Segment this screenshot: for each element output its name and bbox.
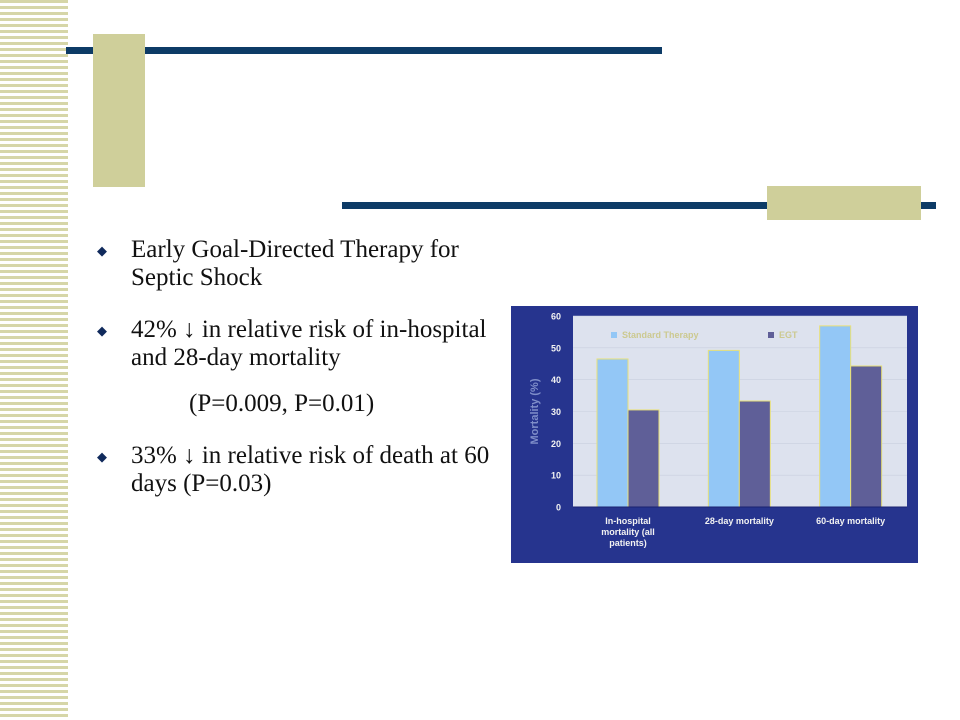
bullet-list: ◆ Early Goal-Directed Therapy for Septic… <box>95 236 495 522</box>
bar-egt <box>850 365 883 508</box>
bullet-item-relative-risk-28day: ◆ 42% ↓ in relative risk of in-hospital … <box>95 316 495 418</box>
y-tick-label: 40 <box>551 375 561 385</box>
bullet-subtext-pvalues: (P=0.009, P=0.01) <box>189 390 375 417</box>
legend-label: Standard Therapy <box>622 330 699 340</box>
bullet-item-egdt: ◆ Early Goal-Directed Therapy for Septic… <box>95 236 495 292</box>
right-accent-block <box>767 186 921 220</box>
legend-swatch <box>611 332 617 338</box>
bullet-text: 33% ↓ in relative risk of death at 60 da… <box>131 442 490 497</box>
diamond-bullet-icon: ◆ <box>97 243 107 258</box>
y-tick-label: 30 <box>551 407 561 417</box>
x-tick-label: patients) <box>609 538 647 548</box>
bar-standard-therapy <box>819 325 852 508</box>
bar-egt <box>738 400 771 508</box>
left-accent-block <box>93 34 145 187</box>
diamond-bullet-icon: ◆ <box>97 449 107 464</box>
striped-sidebar-decoration <box>0 0 68 720</box>
top-accent-rule <box>66 47 662 54</box>
bar-egt <box>627 409 660 508</box>
legend-label: EGT <box>779 330 798 340</box>
legend-swatch <box>768 332 774 338</box>
x-tick-label: In-hospital <box>605 516 651 526</box>
mortality-chart: 0 10 20 30 40 50 60 Mortality (%) In-hospital mor… <box>511 306 918 563</box>
bullet-text: 42% ↓ in relative risk of in-hospital an… <box>131 316 487 371</box>
y-axis-label: Mortality (%) <box>529 378 541 444</box>
bullet-text: Early Goal-Directed Therapy for Septic S… <box>131 236 459 291</box>
y-tick-label: 20 <box>551 439 561 449</box>
x-tick-label: mortality (all <box>601 527 655 537</box>
x-tick-label: 28-day mortality <box>705 516 774 526</box>
mortality-bar-chart: 0 10 20 30 40 50 60 Mortality (%) In-hospitalmor… <box>511 306 918 563</box>
bar-standard-therapy <box>596 358 629 508</box>
y-tick-label: 50 <box>551 343 561 353</box>
bullet-item-relative-risk-60day: ◆ 33% ↓ in relative risk of death at 60 … <box>95 442 495 498</box>
x-tick-label: 60-day mortality <box>816 516 885 526</box>
middle-accent-rule <box>342 202 936 209</box>
y-tick-label: 60 <box>551 312 561 322</box>
bar-standard-therapy <box>707 349 740 508</box>
y-tick-label: 10 <box>551 471 561 481</box>
y-tick-label: 0 <box>556 503 561 513</box>
diamond-bullet-icon: ◆ <box>97 323 107 338</box>
